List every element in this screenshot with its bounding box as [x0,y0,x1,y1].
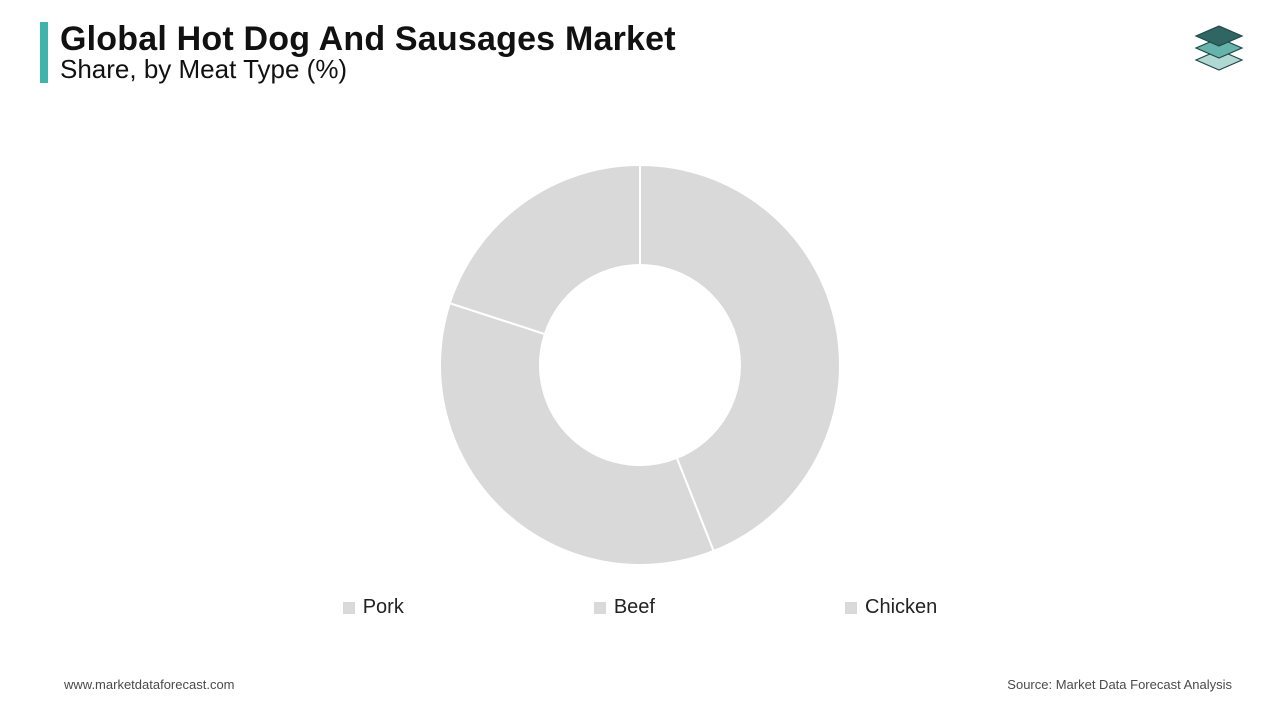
footer-source: Source: Market Data Forecast Analysis [1007,677,1232,692]
donut-slice-beef [440,303,714,565]
page-root: Global Hot Dog And Sausages Market Share… [0,0,1280,720]
logo-layer-top [1196,26,1242,46]
legend-swatch [594,602,606,614]
title-block: Global Hot Dog And Sausages Market Share… [40,22,676,83]
legend-label: Pork [363,596,404,619]
stacked-layers-icon [1190,20,1248,78]
legend-item-beef: Beef [594,596,655,619]
legend-swatch [343,602,355,614]
legend-swatch [845,602,857,614]
donut-chart [420,145,860,585]
page-title: Global Hot Dog And Sausages Market [60,22,676,58]
brand-logo [1190,20,1248,83]
legend: Pork Beef Chicken [0,596,1280,619]
chart-area [0,130,1280,600]
page-subtitle: Share, by Meat Type (%) [60,56,676,83]
titles: Global Hot Dog And Sausages Market Share… [60,22,676,83]
donut-slice-chicken [450,165,640,334]
legend-label: Chicken [865,596,937,619]
legend-item-chicken: Chicken [845,596,937,619]
title-accent-bar [40,22,48,83]
legend-item-pork: Pork [343,596,404,619]
footer-url: www.marketdataforecast.com [64,677,235,692]
legend-label: Beef [614,596,655,619]
